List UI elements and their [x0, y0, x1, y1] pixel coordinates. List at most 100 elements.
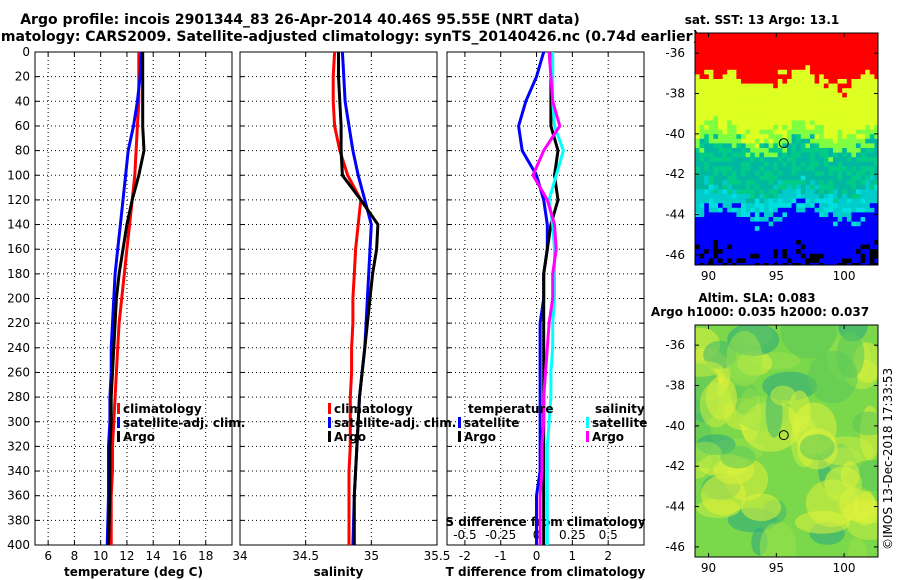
sst-cell [731, 46, 737, 52]
sst-cell [823, 189, 829, 195]
sst-cell [777, 92, 783, 98]
sst-cell [768, 148, 774, 153]
sst-cell [800, 194, 806, 199]
sst-cell [708, 60, 714, 66]
sst-cell [846, 198, 852, 204]
sst-cell [874, 240, 878, 245]
sst-cell [856, 263, 861, 265]
sst-cell [860, 60, 866, 66]
sst-cell [796, 263, 802, 265]
sst-cell [810, 120, 815, 126]
sst-cell [800, 249, 806, 255]
sla-map [695, 325, 878, 557]
sst-cell [713, 244, 719, 250]
y-tick-label: 160 [7, 242, 30, 256]
sst-cell [787, 249, 792, 255]
sst-cell [713, 230, 719, 236]
sla-blob [799, 434, 835, 461]
sst-cell [851, 189, 857, 195]
sst-cell [736, 189, 742, 195]
sst-cell [741, 217, 746, 222]
sst-cell [846, 46, 852, 52]
sst-cell [865, 148, 871, 153]
sst-cell [741, 166, 746, 172]
sst-cell [708, 226, 714, 232]
sst-cell [846, 226, 852, 232]
sst-cell [708, 115, 714, 121]
sst-cell [764, 212, 769, 218]
sst-cell [754, 115, 760, 121]
sst-cell [695, 148, 700, 153]
sla-blob [852, 411, 878, 436]
sst-cell [823, 83, 829, 89]
sst-cell [856, 189, 861, 195]
sst-cell [754, 226, 760, 232]
sst-cell [773, 203, 779, 209]
sst-cell [713, 189, 719, 195]
sst-cell [837, 33, 843, 38]
sst-cell [777, 258, 783, 264]
sst-cell [699, 56, 705, 61]
sst-cell [787, 74, 792, 80]
sst-cell [823, 65, 829, 71]
sst-cell [759, 56, 765, 61]
sst-cell [773, 37, 779, 43]
sst-cell [736, 253, 742, 259]
sst-cell [731, 184, 737, 190]
sst-cell [708, 240, 714, 245]
sst-cell [745, 129, 751, 135]
sst-cell [833, 180, 838, 186]
sst-cell [782, 92, 788, 98]
sst-cell [810, 263, 815, 265]
sst-cell [727, 240, 733, 245]
sst-cell [851, 230, 857, 236]
sst-cell [842, 37, 848, 43]
sst-cell [791, 37, 797, 43]
sst-cell [805, 129, 811, 135]
sst-cell [727, 37, 733, 43]
sst-cell [773, 106, 779, 112]
sst-cell [768, 253, 774, 259]
sst-cell [764, 249, 769, 255]
sst-cell [842, 79, 848, 84]
sst-cell [810, 180, 815, 186]
sst-cell [773, 253, 779, 259]
sst-cell [695, 60, 700, 66]
sst-cell [754, 83, 760, 89]
sst-cell [851, 203, 857, 209]
sst-cell [819, 37, 825, 43]
sla-map-frame [694, 324, 879, 558]
sst-cell [874, 65, 878, 71]
sst-cell [750, 226, 756, 232]
sst-cell [837, 56, 843, 61]
sst-cell [718, 56, 723, 61]
sst-cell [754, 161, 760, 167]
sst-cell [814, 230, 820, 236]
sst-cell [718, 42, 723, 48]
sst-cell [851, 161, 857, 167]
sst-cell [800, 56, 806, 61]
sst-cell [704, 157, 710, 163]
sst-cell [819, 180, 825, 186]
sst-cell [828, 244, 834, 250]
sst-cell [869, 51, 875, 57]
sst-cell [800, 212, 806, 218]
sst-cell [708, 138, 714, 144]
sst-cell [796, 134, 802, 140]
sst-cell [796, 212, 802, 218]
sst-cell [846, 161, 852, 167]
sst-cell [768, 65, 774, 71]
sst-cell [699, 69, 705, 75]
sst-cell [718, 212, 723, 218]
sst-cell [731, 203, 737, 209]
map-x-tick-label: 90 [701, 269, 716, 283]
sst-cell [713, 184, 719, 190]
legend-label: Argo [592, 430, 624, 444]
sst-cell [787, 175, 792, 181]
sst-cell [842, 263, 848, 265]
sst-cell [695, 74, 700, 80]
sst-cell [777, 207, 783, 213]
sst-cell [828, 83, 834, 89]
sst-cell [833, 217, 838, 222]
sst-cell [704, 97, 710, 103]
